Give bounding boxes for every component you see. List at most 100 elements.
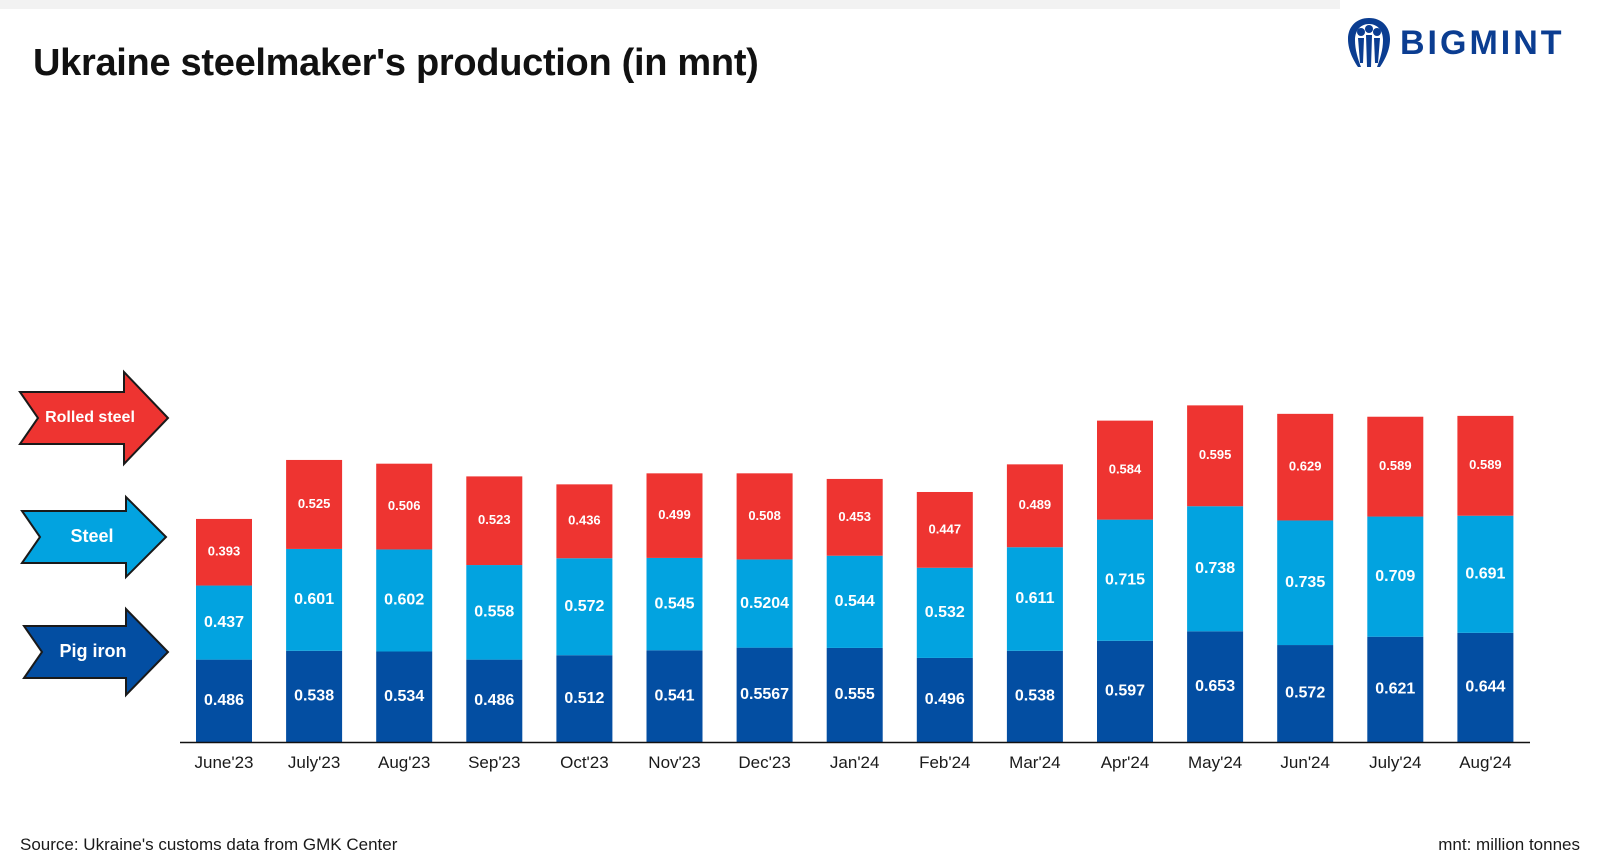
bar-pig-iron-apr-24 xyxy=(1097,640,1153,742)
data-label-pig-iron-jun-24: 0.572 xyxy=(1285,685,1325,702)
data-label-rolled-steel-sep-23: 0.523 xyxy=(478,512,511,527)
bar-rolled-steel-jun-24 xyxy=(1277,413,1334,521)
data-label-pig-iron-aug-24: 0.644 xyxy=(1465,679,1505,696)
x-tick-label-oct-23: Oct'23 xyxy=(560,753,609,772)
bar-pig-iron-oct-23 xyxy=(556,655,613,742)
data-label-rolled-steel-may-24: 0.595 xyxy=(1199,447,1232,462)
bar-rolled-steel-sep-23 xyxy=(466,476,523,566)
data-label-pig-iron-sep-23: 0.486 xyxy=(474,692,514,709)
x-tick-label-aug-24: Aug'24 xyxy=(1459,753,1511,772)
bar-rolled-steel-aug-23 xyxy=(376,463,433,550)
bar-pig-iron-sep-23 xyxy=(466,659,523,742)
x-tick-label-jan-24: Jan'24 xyxy=(830,753,880,772)
data-label-rolled-steel-july-24: 0.589 xyxy=(1379,458,1412,473)
bar-steel-dec-23 xyxy=(736,559,793,648)
data-label-steel-may-24: 0.738 xyxy=(1195,560,1235,577)
bar-steel-sep-23 xyxy=(466,565,523,660)
data-label-steel-june-23: 0.437 xyxy=(204,614,244,631)
data-label-rolled-steel-jan-24: 0.453 xyxy=(838,509,871,524)
data-label-rolled-steel-aug-24: 0.589 xyxy=(1469,457,1502,472)
bar-pig-iron-june-23 xyxy=(196,659,252,742)
data-label-steel-jun-24: 0.735 xyxy=(1285,574,1325,591)
data-label-rolled-steel-oct-23: 0.436 xyxy=(568,513,601,528)
x-tick-label-sep-23: Sep'23 xyxy=(468,753,520,772)
x-tick-label-july-24: July'24 xyxy=(1369,753,1421,772)
bar-rolled-steel-july-24 xyxy=(1367,416,1424,517)
legend-label-rolled-steel: Rolled steel xyxy=(45,409,135,426)
bar-pig-iron-july-24 xyxy=(1367,636,1424,742)
data-label-steel-oct-23: 0.572 xyxy=(564,598,604,615)
data-label-steel-aug-23: 0.602 xyxy=(384,592,424,609)
bar-steel-jun-24 xyxy=(1277,520,1334,646)
source-note: Source: Ukraine's customs data from GMK … xyxy=(20,835,398,854)
unit-note: mnt: million tonnes xyxy=(1438,835,1580,854)
bar-rolled-steel-july-23 xyxy=(286,459,343,549)
data-label-rolled-steel-apr-24: 0.584 xyxy=(1109,462,1142,477)
data-label-pig-iron-may-24: 0.653 xyxy=(1195,678,1235,695)
data-label-rolled-steel-aug-23: 0.506 xyxy=(388,498,421,513)
data-label-rolled-steel-nov-23: 0.499 xyxy=(658,507,691,522)
data-label-steel-nov-23: 0.545 xyxy=(654,595,694,612)
bar-steel-may-24 xyxy=(1187,506,1244,632)
top-strip xyxy=(0,0,1340,9)
bar-rolled-steel-oct-23 xyxy=(556,484,613,559)
bar-steel-july-23 xyxy=(286,548,343,651)
bar-steel-july-24 xyxy=(1367,516,1424,637)
bar-rolled-steel-may-24 xyxy=(1187,405,1244,507)
x-tick-label-july-23: July'23 xyxy=(288,753,340,772)
bar-rolled-steel-june-23 xyxy=(196,518,252,586)
bar-steel-oct-23 xyxy=(556,558,613,656)
bar-steel-jan-24 xyxy=(826,555,883,648)
data-label-steel-dec-23: 0.5204 xyxy=(740,595,789,612)
x-tick-label-nov-23: Nov'23 xyxy=(648,753,700,772)
data-label-pig-iron-dec-23: 0.5567 xyxy=(740,686,789,703)
data-label-pig-iron-nov-23: 0.541 xyxy=(654,687,694,704)
x-tick-label-mar-24: Mar'24 xyxy=(1009,753,1060,772)
data-label-steel-aug-24: 0.691 xyxy=(1465,565,1505,582)
bar-rolled-steel-mar-24 xyxy=(1006,464,1063,548)
bar-pig-iron-dec-23 xyxy=(736,647,793,742)
bar-steel-apr-24 xyxy=(1097,519,1153,641)
brand-name: BIGMINT xyxy=(1400,23,1565,62)
legend-arrow-steel xyxy=(20,494,168,580)
bar-rolled-steel-jan-24 xyxy=(826,478,883,556)
data-label-steel-mar-24: 0.611 xyxy=(1015,590,1054,607)
bars-layer: 0.486 0.437 0.393 June'23 0.538 0.601 0.525 Jul… xyxy=(180,405,1530,772)
data-label-pig-iron-jan-24: 0.555 xyxy=(835,686,875,703)
legend-label-pig-iron: Pig iron xyxy=(60,641,127,661)
bar-steel-nov-23 xyxy=(646,557,703,651)
bar-pig-iron-july-23 xyxy=(286,650,343,742)
x-tick-label-may-24: May'24 xyxy=(1188,753,1242,772)
bar-steel-feb-24 xyxy=(916,567,973,658)
bar-pig-iron-mar-24 xyxy=(1006,650,1063,742)
bar-rolled-steel-aug-24 xyxy=(1457,415,1514,516)
legend-arrow-pig-iron xyxy=(22,606,170,698)
data-label-pig-iron-apr-24: 0.597 xyxy=(1105,683,1145,700)
bar-pig-iron-aug-24 xyxy=(1457,632,1514,742)
x-tick-label-aug-23: Aug'23 xyxy=(378,753,430,772)
bar-steel-june-23 xyxy=(196,585,252,660)
data-label-rolled-steel-june-23: 0.393 xyxy=(208,544,241,559)
data-label-rolled-steel-dec-23: 0.508 xyxy=(748,508,781,523)
legend-arrow-rolled-steel xyxy=(18,369,170,467)
bar-steel-aug-23 xyxy=(376,549,433,652)
x-tick-label-jun-24: Jun'24 xyxy=(1280,753,1330,772)
bar-rolled-steel-nov-23 xyxy=(646,473,703,558)
data-label-pig-iron-june-23: 0.486 xyxy=(204,692,244,709)
data-label-pig-iron-july-24: 0.621 xyxy=(1375,681,1415,698)
data-label-steel-jan-24: 0.544 xyxy=(835,593,875,610)
bar-pig-iron-nov-23 xyxy=(646,650,703,742)
legend-label-steel: Steel xyxy=(70,526,113,546)
bar-rolled-steel-feb-24 xyxy=(916,491,973,568)
bar-rolled-steel-apr-24 xyxy=(1097,420,1153,520)
data-label-steel-sep-23: 0.558 xyxy=(474,604,514,621)
data-label-rolled-steel-feb-24: 0.447 xyxy=(929,521,962,536)
brand-logo: BIGMINT xyxy=(1346,12,1565,74)
bar-steel-mar-24 xyxy=(1006,547,1063,651)
data-label-rolled-steel-july-23: 0.525 xyxy=(298,496,331,511)
bar-steel-aug-24 xyxy=(1457,515,1514,633)
data-label-pig-iron-mar-24: 0.538 xyxy=(1015,688,1055,705)
bigmint-logo-icon xyxy=(1348,18,1390,67)
data-label-pig-iron-feb-24: 0.496 xyxy=(925,691,965,708)
